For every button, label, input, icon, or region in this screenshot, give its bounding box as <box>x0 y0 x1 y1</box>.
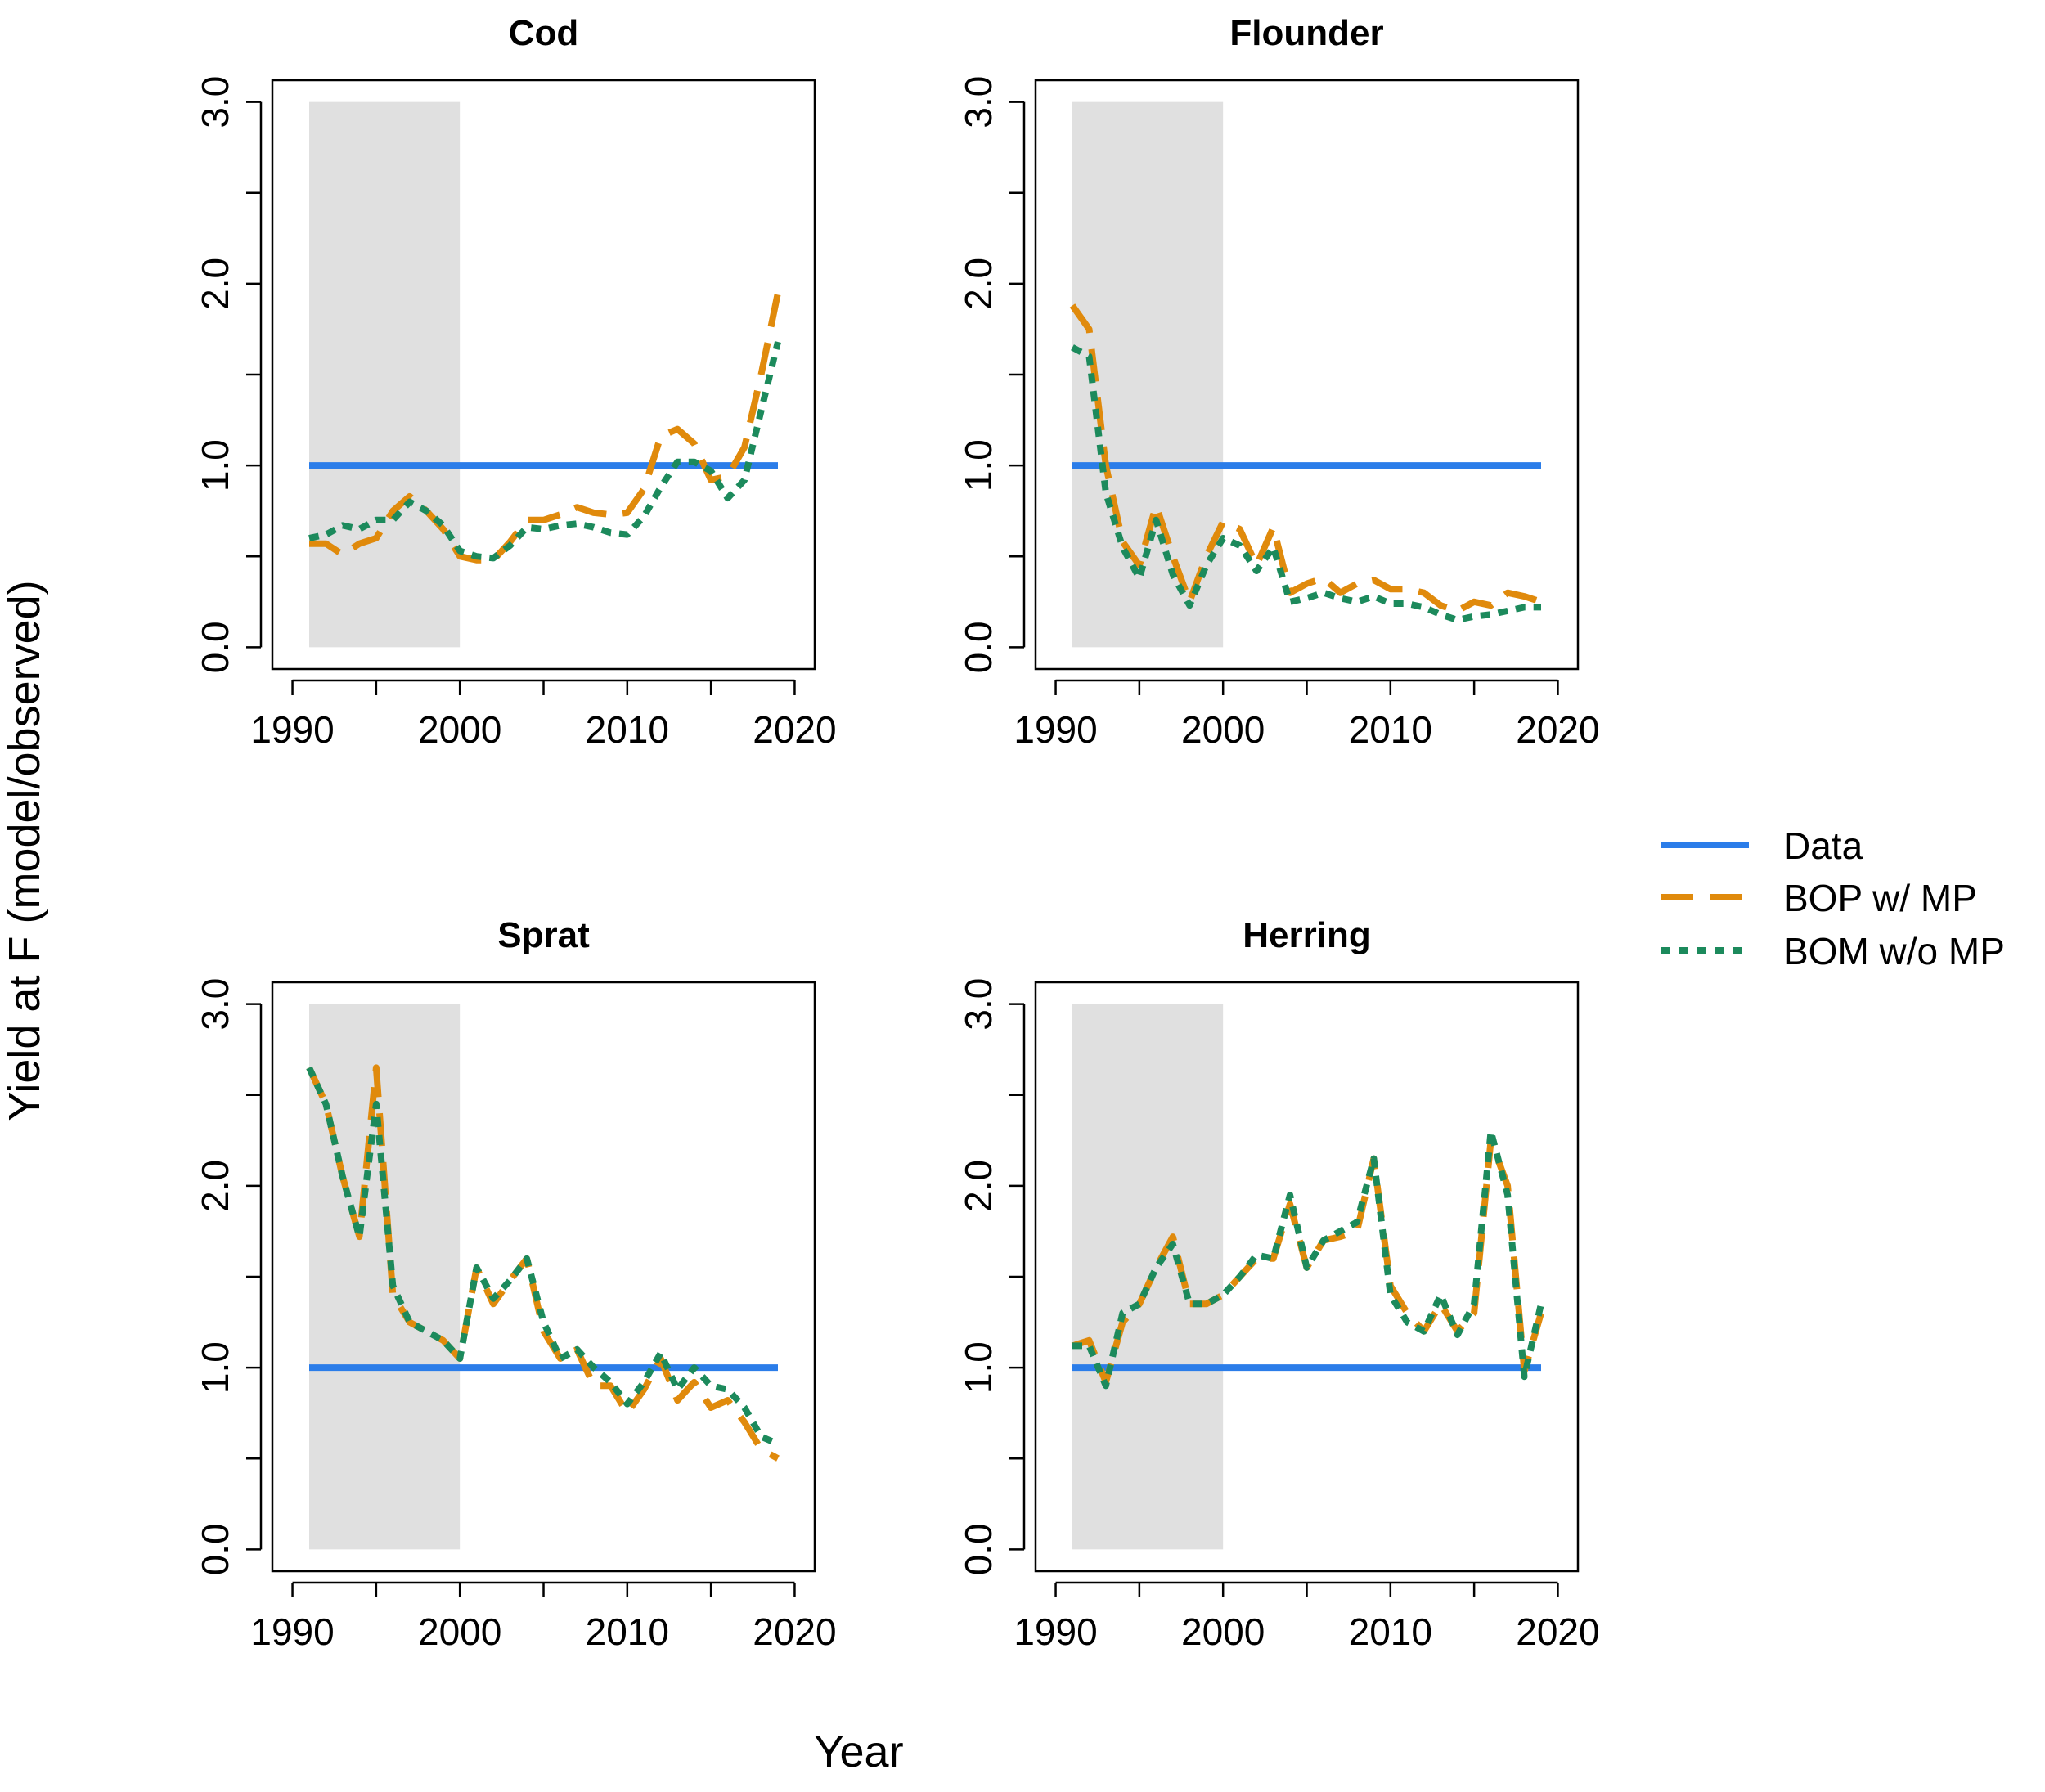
x-tick-label: 2010 <box>1349 1610 1432 1653</box>
x-tick-label: 1990 <box>1014 708 1097 751</box>
y-tick-label: 3.0 <box>957 76 1000 128</box>
x-tick-label: 2020 <box>753 708 836 751</box>
y-tick-label: 2.0 <box>194 1160 236 1212</box>
series-line-bom-w-o-mp <box>306 1066 780 1448</box>
x-tick-label: 2010 <box>586 1610 669 1653</box>
shaded-period <box>309 101 461 648</box>
panel-cod: Cod 1990 2000 2010 2020 0.0 1.0 2.0 3.0 <box>194 13 837 751</box>
panel-title: Sprat <box>497 915 590 955</box>
panel-title: Cod <box>509 13 579 53</box>
shaded-period <box>309 1004 461 1550</box>
y-tick-label: 3.0 <box>957 978 1000 1031</box>
x-tick-label: 2020 <box>753 1610 836 1653</box>
legend-label-data: Data <box>1783 824 1863 867</box>
panel-herring: Herring 1990 2000 2010 2020 0.0 1.0 2.0 3.0 <box>957 915 1600 1653</box>
plot-frame <box>1034 981 1580 1573</box>
legend-label-bom: BOM w/o MP <box>1783 930 2005 972</box>
x-tick-label: 2000 <box>1181 1610 1265 1653</box>
x-tick-label: 2020 <box>1516 708 1599 751</box>
series-line-bop-w-mp <box>309 292 781 564</box>
y-tick-label: 3.0 <box>194 76 236 128</box>
y-tick-label: 1.0 <box>957 1341 1000 1394</box>
x-axis-label: Year <box>814 1727 903 1776</box>
x-tick-label: 2000 <box>418 1610 501 1653</box>
x-tick-label: 2010 <box>586 708 669 751</box>
y-tick-label: 0.0 <box>957 1523 1000 1575</box>
panel-flounder: Flounder 1990 2000 2010 2020 0.0 1.0 2.0 3.0 <box>957 13 1600 751</box>
y-tick-label: 2.0 <box>957 258 1000 310</box>
shaded-period <box>1072 1004 1224 1550</box>
plot-frame <box>1034 79 1580 671</box>
x-tick-label: 1990 <box>250 1610 334 1653</box>
plot-frame <box>271 981 816 1573</box>
y-tick-label: 1.0 <box>194 1341 236 1394</box>
plot-frame <box>271 79 816 671</box>
y-axis-label: Yield at F (model/observed) <box>0 580 49 1121</box>
panel-title: Herring <box>1243 915 1370 955</box>
panel-title: Flounder <box>1229 13 1383 53</box>
x-tick-label: 2010 <box>1349 708 1432 751</box>
x-tick-label: 2000 <box>418 708 501 751</box>
y-tick-label: 0.0 <box>194 1523 236 1575</box>
x-tick-label: 1990 <box>1014 1610 1097 1653</box>
x-tick-label: 2000 <box>1181 708 1265 751</box>
legend-label-bop: BOP w/ MP <box>1783 877 1977 919</box>
series-line-bom-w-o-mp <box>1072 1128 1544 1390</box>
legend: Data BOP w/ MP BOM w/o MP <box>1661 824 2005 972</box>
series-line-bop-w-mp <box>306 1064 780 1462</box>
series-line-bop-w-mp <box>1069 303 1543 614</box>
y-tick-label: 1.0 <box>957 439 1000 492</box>
panel-sprat: Sprat 1990 2000 2010 2020 0.0 1.0 2.0 3.0 <box>194 915 837 1653</box>
series-line-bom-w-o-mp <box>1071 344 1541 623</box>
y-tick-label: 2.0 <box>194 258 236 310</box>
y-tick-label: 3.0 <box>194 978 236 1031</box>
y-tick-label: 2.0 <box>957 1160 1000 1212</box>
y-tick-label: 1.0 <box>194 439 236 492</box>
x-tick-label: 2020 <box>1516 1610 1599 1653</box>
y-tick-label: 0.0 <box>957 621 1000 673</box>
y-tick-label: 0.0 <box>194 621 236 673</box>
x-tick-label: 1990 <box>250 708 334 751</box>
